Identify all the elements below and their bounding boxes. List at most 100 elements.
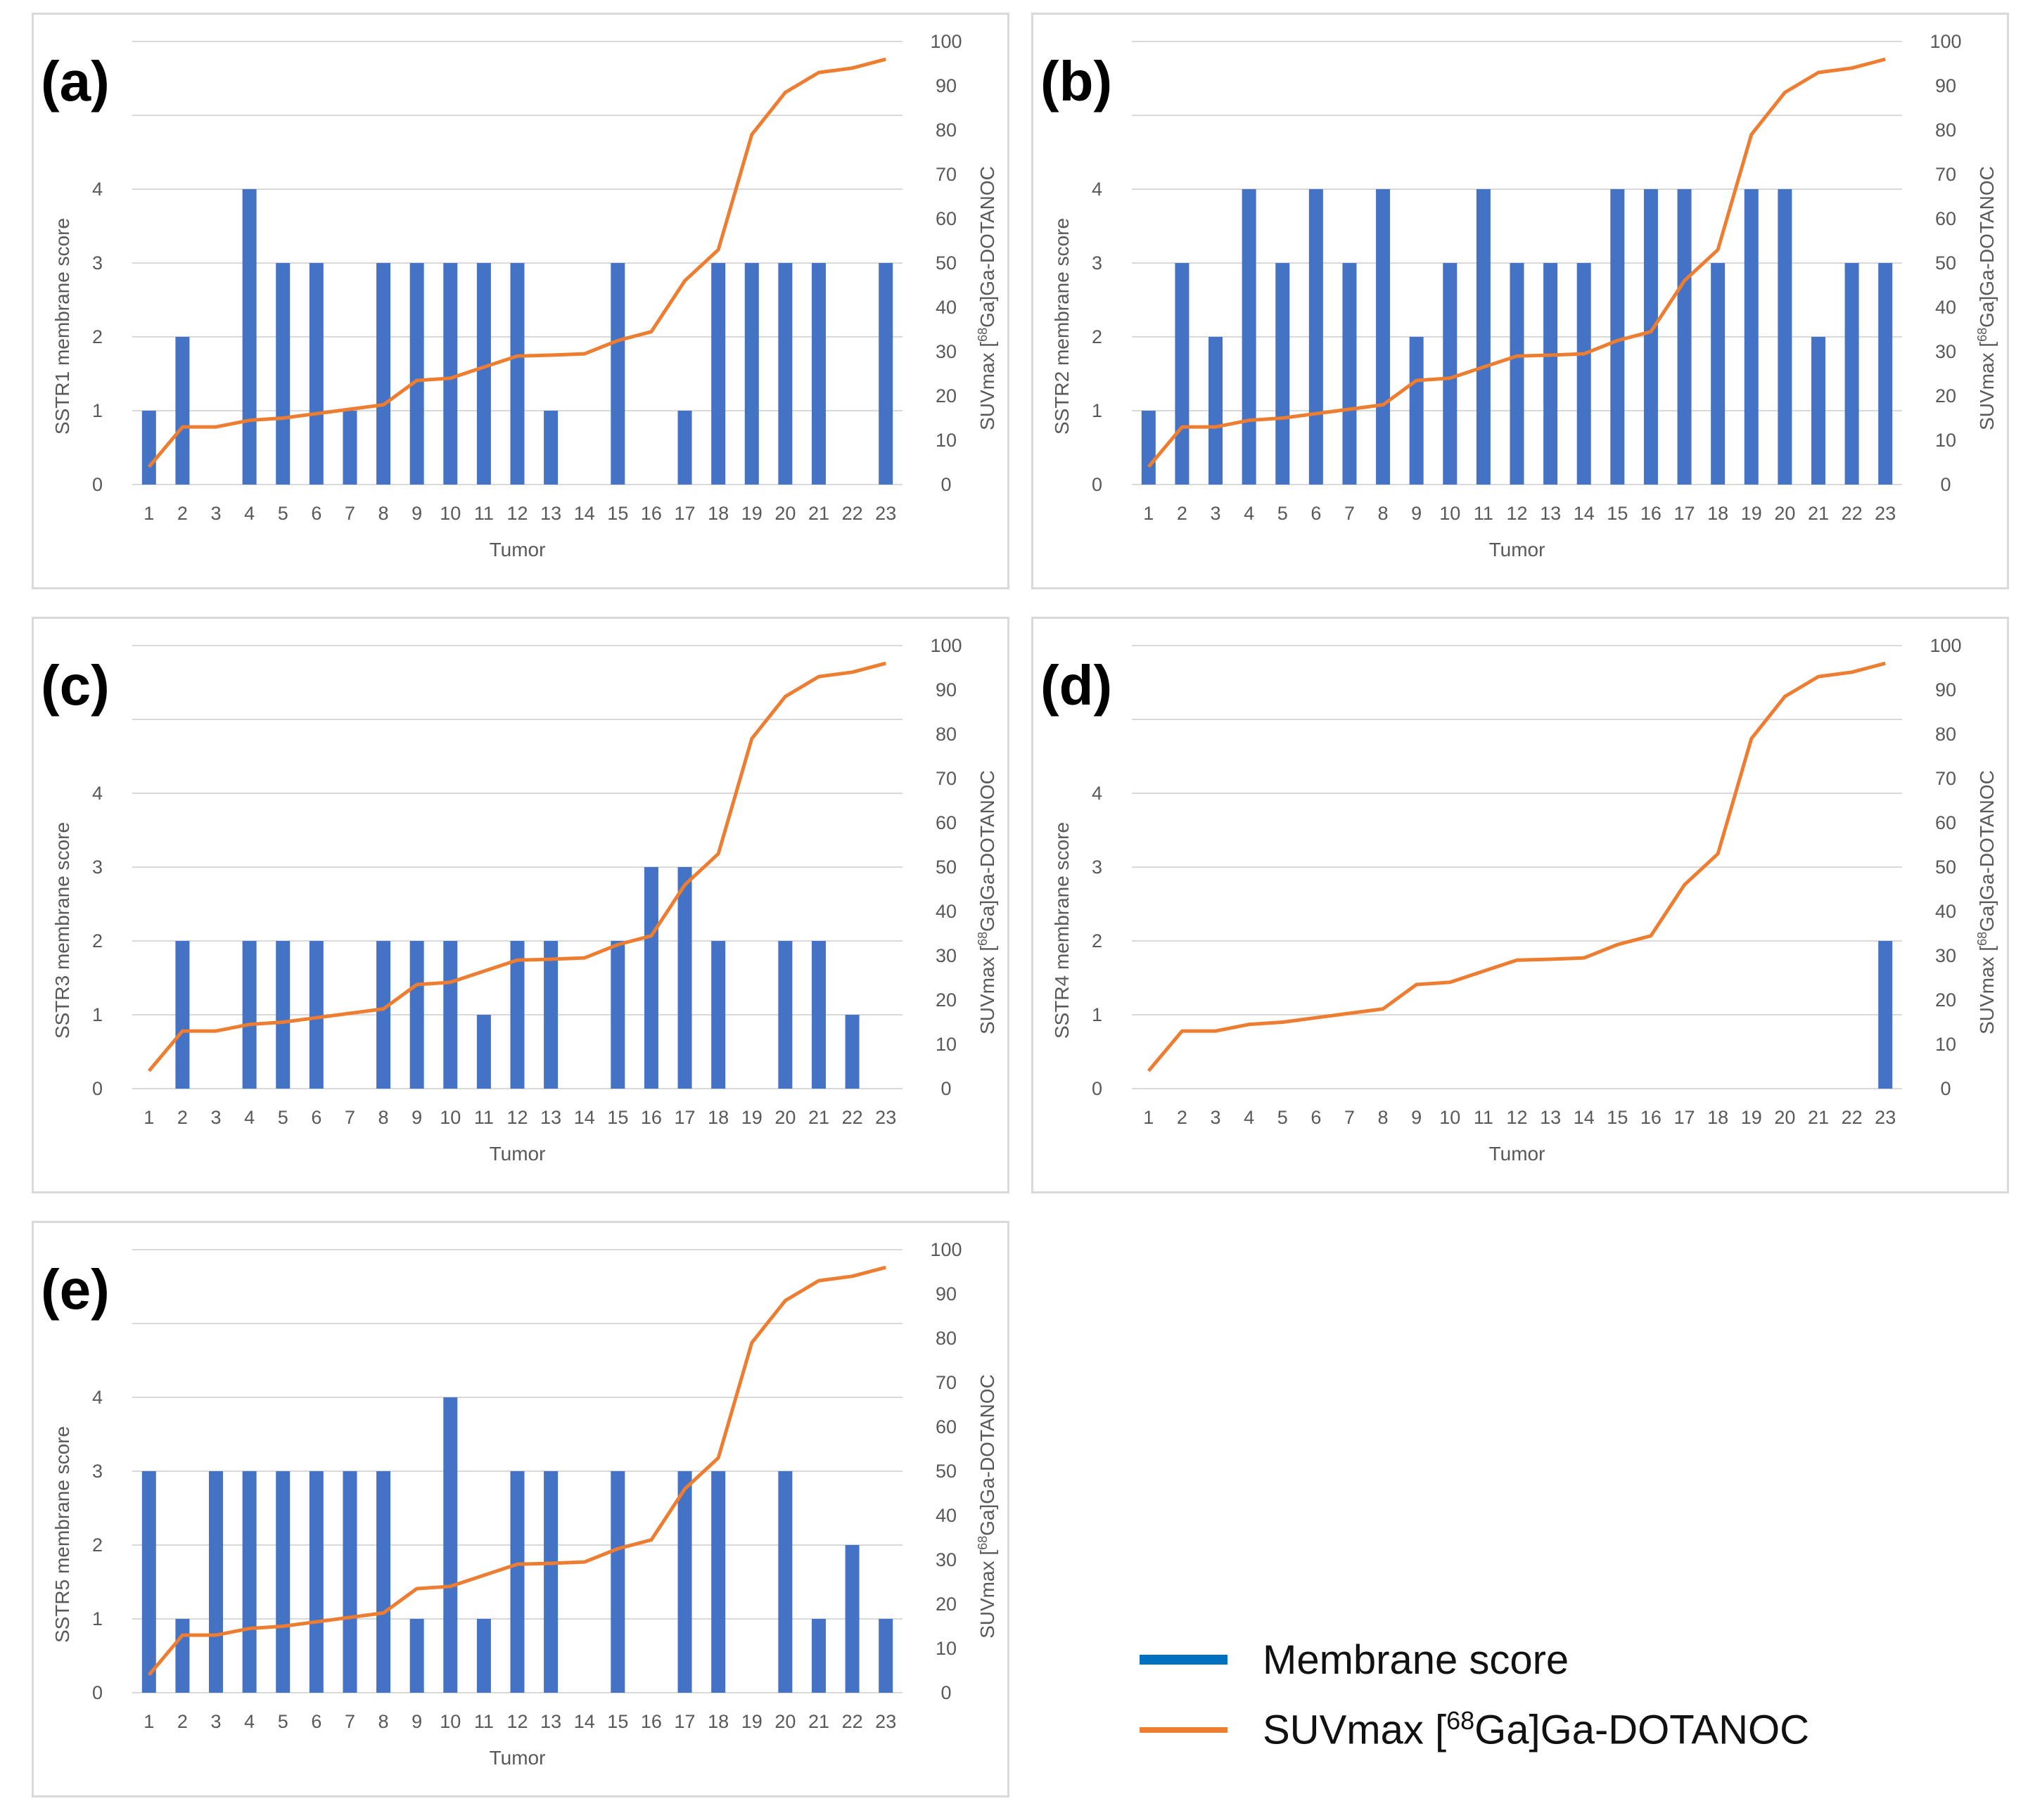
y-tick-label: 3: [1092, 252, 1102, 274]
y2-tick-label: 80: [936, 1328, 957, 1349]
bar-tumor-8: [376, 263, 391, 485]
y2-tick-label: 60: [936, 812, 957, 833]
bar-tumor-18: [711, 263, 726, 485]
bar-tumor-8: [1376, 189, 1391, 485]
bar-tumor-15: [611, 263, 625, 485]
x-tick-label: 2: [1177, 1107, 1187, 1128]
x-tick-label: 15: [1607, 1107, 1628, 1128]
bar-tumor-21: [1811, 337, 1825, 485]
bar-tumor-16: [644, 867, 658, 1089]
x-tick-label: 2: [1177, 503, 1187, 524]
y2-axis-title: SUVmax [68Ga]Ga-DOTANOC: [1975, 166, 1998, 430]
bar-tumor-4: [242, 1471, 257, 1693]
y-tick-label: 0: [1092, 474, 1102, 495]
bar-tumor-15: [611, 1471, 625, 1693]
bar-tumor-15: [1610, 189, 1625, 485]
bar-tumor-14: [1576, 263, 1591, 485]
y2-axis-title-suffix: Ga]Ga-DOTANOC: [976, 1374, 998, 1536]
bar-tumor-12: [510, 941, 525, 1089]
chart-legend: Membrane score SUVmax [68Ga]Ga-DOTANOC: [1140, 1617, 1913, 1786]
x-tick-label: 17: [675, 1107, 696, 1128]
y2-tick-label: 0: [940, 474, 951, 495]
y2-tick-label: 10: [936, 430, 957, 451]
y2-tick-label: 40: [936, 1505, 957, 1526]
x-tick-label: 2: [177, 1711, 188, 1732]
x-tick-label: 9: [412, 1711, 422, 1732]
x-tick-label: 6: [1310, 503, 1321, 524]
y-tick-label: 2: [92, 930, 103, 951]
x-axis-title: Tumor: [490, 539, 546, 560]
x-tick-label: 4: [244, 1107, 255, 1128]
y2-tick-label: 10: [936, 1638, 957, 1659]
y2-tick-label: 50: [936, 252, 957, 274]
legend-item-membrane-score: Membrane score: [1140, 1632, 1569, 1688]
bar-tumor-6: [309, 263, 324, 485]
bar-tumor-7: [343, 411, 357, 485]
y-tick-label: 1: [92, 400, 103, 421]
y-tick-label: 4: [92, 1387, 103, 1408]
x-tick-label: 5: [278, 1711, 288, 1732]
chart-panel-e: 0 1 2 3 4 0 10 20 30 40 50 60 70 80 90 100 1 2 3 4 5 6 7 8 9 10 11…: [32, 1221, 1009, 1797]
x-tick-label: 2: [177, 503, 188, 524]
y2-axis-title-sup: 68: [1975, 932, 1989, 946]
bar-tumor-2: [175, 941, 190, 1089]
bar-tumor-9: [1409, 337, 1424, 485]
y2-tick-label: 100: [930, 1239, 962, 1260]
y-tick-label: 0: [92, 1682, 103, 1703]
x-tick-label: 20: [1774, 503, 1795, 524]
bar-tumor-10: [443, 1397, 458, 1693]
chart-panel-b: 0 1 2 3 4 0 10 20 30 40 50 60 70 80 90 100 1 2 3 4 5 6 7 8 9 10 11…: [1031, 13, 2009, 589]
x-tick-label: 19: [741, 1711, 763, 1732]
y2-tick-label: 90: [1935, 75, 1956, 96]
x-tick-label: 8: [1378, 503, 1389, 524]
x-tick-label: 16: [641, 1711, 662, 1732]
x-tick-label: 8: [378, 1711, 389, 1732]
y2-tick-label: 30: [936, 945, 957, 966]
y2-axis-title: SUVmax [68Ga]Ga-DOTANOC: [976, 770, 998, 1034]
bar-tumor-20: [778, 263, 793, 485]
panel-label: (a): [41, 50, 110, 113]
y2-tick-label: 20: [936, 989, 957, 1011]
y2-tick-label: 20: [936, 1594, 957, 1615]
x-tick-label: 9: [412, 1107, 422, 1128]
y2-axis-title-suffix: Ga]Ga-DOTANOC: [976, 770, 998, 932]
y-axis-title: SSTR5 membrane score: [51, 1426, 73, 1643]
x-tick-label: 16: [1640, 1107, 1662, 1128]
bar-tumor-17: [677, 1471, 692, 1693]
bar-tumor-16: [1643, 189, 1658, 485]
bar-tumor-8: [376, 941, 391, 1089]
x-tick-label: 20: [1774, 1107, 1795, 1128]
bar-tumor-4: [1242, 189, 1256, 485]
y2-tick-label: 100: [930, 635, 962, 656]
bar-tumor-19: [744, 263, 759, 485]
x-tick-label: 20: [774, 1107, 796, 1128]
bar-tumor-23: [879, 1619, 893, 1693]
x-tick-label: 11: [1474, 503, 1493, 524]
y2-tick-label: 100: [1930, 31, 1961, 52]
x-tick-label: 8: [378, 503, 389, 524]
bar-tumor-18: [1711, 263, 1726, 485]
bar-tumor-20: [778, 941, 793, 1089]
bar-tumor-23: [879, 263, 893, 485]
bar-tumor-10: [443, 941, 458, 1089]
x-tick-label: 18: [708, 503, 729, 524]
y2-tick-label: 10: [936, 1034, 957, 1055]
x-tick-label: 19: [1741, 1107, 1762, 1128]
x-tick-label: 23: [875, 503, 896, 524]
y2-axis-title: SUVmax [68Ga]Ga-DOTANOC: [976, 166, 998, 430]
y-tick-label: 2: [92, 326, 103, 347]
bar-tumor-6: [1308, 189, 1323, 485]
y2-axis-title-suffix: Ga]Ga-DOTANOC: [976, 166, 998, 328]
panel-label: (b): [1040, 50, 1112, 113]
y2-tick-label: 0: [1940, 1078, 1951, 1099]
x-tick-label: 9: [412, 503, 422, 524]
bar-tumor-13: [1543, 263, 1558, 485]
x-tick-label: 11: [474, 503, 494, 524]
bar-tumor-22: [1844, 263, 1859, 485]
y-tick-label: 3: [1092, 857, 1102, 878]
x-tick-label: 5: [1277, 503, 1288, 524]
y2-axis-title-prefix: SUVmax [: [1976, 342, 1998, 430]
x-tick-label: 15: [607, 1711, 628, 1732]
x-tick-label: 14: [1574, 503, 1595, 524]
